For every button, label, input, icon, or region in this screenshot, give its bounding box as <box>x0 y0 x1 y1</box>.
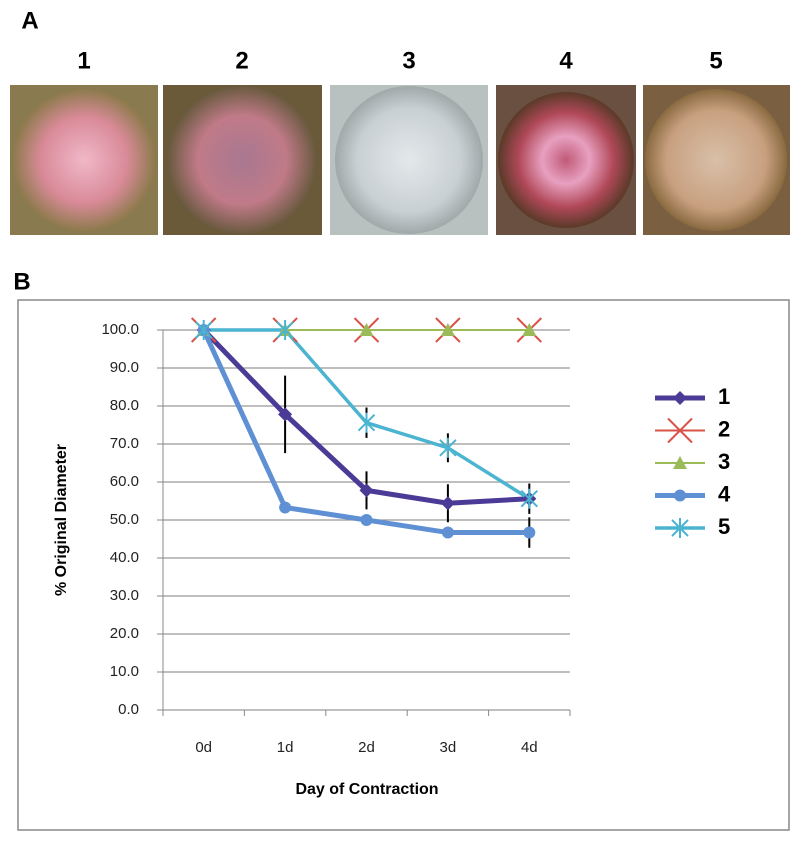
y-axis-label: % Original Diameter <box>53 444 70 596</box>
y-tick-label: 70.0 <box>110 435 139 452</box>
y-tick-label: 90.0 <box>110 359 139 376</box>
marker <box>194 320 213 340</box>
legend-entry: 3 <box>655 449 730 474</box>
well-label: 4 <box>559 47 573 74</box>
legend-label: 5 <box>718 514 730 539</box>
x-tick-label: 1d <box>277 739 294 756</box>
marker <box>673 456 687 469</box>
x-axis-label: Day of Contraction <box>295 781 438 798</box>
legend-label: 2 <box>718 416 730 441</box>
x-tick-label: 4d <box>521 739 538 756</box>
y-tick-label: 10.0 <box>110 663 139 680</box>
chart-frame <box>17 299 790 831</box>
legend-entry: 4 <box>655 481 731 506</box>
marker <box>671 518 689 538</box>
photos <box>10 85 790 235</box>
marker <box>440 496 455 511</box>
legend-entry: 2 <box>655 416 730 444</box>
panel-label: B <box>13 268 30 295</box>
marker <box>441 526 454 539</box>
x-tick-label: 2d <box>358 739 375 756</box>
marker <box>522 323 537 336</box>
marker <box>674 489 686 502</box>
marker <box>359 323 374 336</box>
marker <box>520 488 539 509</box>
panel-label: A <box>21 7 38 34</box>
y-tick-label: 40.0 <box>110 549 139 566</box>
well-label: 2 <box>235 47 248 74</box>
well-label: 5 <box>709 47 722 74</box>
legend-label: 3 <box>718 449 730 474</box>
y-tick-label: 80.0 <box>110 397 139 414</box>
y-tick-label: 20.0 <box>110 625 139 642</box>
y-tick-label: 100.0 <box>101 321 139 338</box>
marker <box>523 526 536 539</box>
legend-label: 4 <box>718 481 731 506</box>
legend-label: 1 <box>718 384 730 409</box>
y-tick-label: 50.0 <box>110 511 139 528</box>
y-tick-label: 30.0 <box>110 587 139 604</box>
legend-entry: 5 <box>655 514 730 539</box>
marker <box>357 412 376 433</box>
well-label: 3 <box>402 47 415 74</box>
x-tick-label: 3d <box>440 739 457 756</box>
well-label: 1 <box>77 47 90 74</box>
marker <box>440 323 455 336</box>
marker <box>360 514 373 526</box>
marker <box>278 407 293 422</box>
marker <box>673 391 687 405</box>
marker <box>276 320 294 340</box>
marker <box>667 417 693 444</box>
x-tick-label: 0d <box>195 739 212 756</box>
y-tick-label: 0.0 <box>118 701 139 718</box>
legend-entry: 1 <box>655 384 730 409</box>
marker <box>439 437 457 458</box>
marker <box>279 501 292 514</box>
marker <box>359 483 374 498</box>
y-tick-label: 60.0 <box>110 473 139 490</box>
